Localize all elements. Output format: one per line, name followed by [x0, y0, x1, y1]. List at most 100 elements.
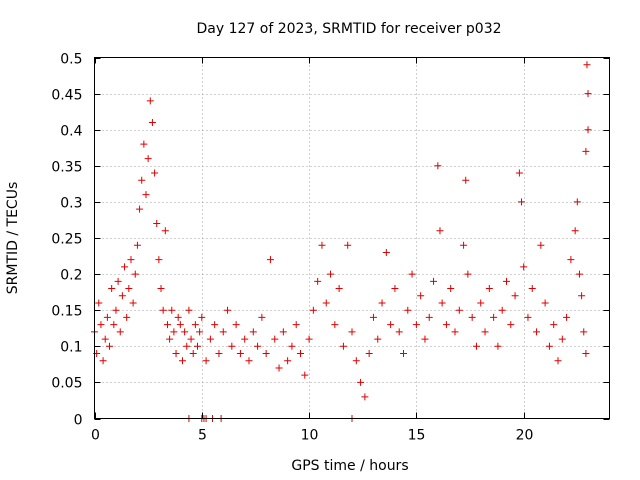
data-point — [309, 306, 317, 314]
data-point — [515, 169, 523, 177]
y-tick-label: 0 — [74, 413, 83, 429]
data-point — [524, 313, 532, 321]
data-point — [159, 306, 167, 314]
data-point — [196, 328, 204, 336]
chart-title: Day 127 of 2023, SRMTID for receiver p03… — [196, 21, 501, 37]
data-point — [430, 277, 438, 285]
x-tick-label: 15 — [408, 428, 426, 444]
data-point — [442, 321, 450, 329]
data-point — [339, 342, 347, 350]
data-point — [127, 256, 135, 264]
data-point — [425, 313, 433, 321]
data-point — [361, 393, 369, 401]
data-point — [404, 306, 412, 314]
data-point — [436, 227, 444, 235]
data-point — [584, 90, 592, 98]
data-point — [554, 357, 562, 365]
y-tick-label: 0.35 — [51, 160, 82, 176]
data-point — [528, 285, 536, 293]
data-point — [146, 97, 154, 105]
data-point — [573, 198, 581, 206]
data-point — [395, 328, 403, 336]
data-point — [101, 335, 109, 343]
y-tick-label: 0.1 — [60, 340, 82, 356]
data-point — [387, 321, 395, 329]
data-point — [460, 241, 468, 249]
data-point — [161, 227, 169, 235]
data-point — [245, 357, 253, 365]
data-point — [142, 191, 150, 199]
data-point — [584, 126, 592, 134]
data-point — [125, 285, 133, 293]
data-point — [219, 328, 227, 336]
data-point — [95, 299, 103, 307]
data-point — [172, 350, 180, 358]
grid — [94, 57, 610, 419]
data-point — [187, 335, 195, 343]
data-point — [153, 220, 161, 228]
data-point — [129, 299, 137, 307]
data-point — [583, 61, 591, 69]
data-point — [464, 270, 472, 278]
y-tick-label: 0.25 — [51, 232, 82, 248]
data-point — [582, 350, 590, 358]
data-point — [344, 241, 352, 249]
data-point — [121, 263, 129, 271]
data-point — [541, 299, 549, 307]
data-point — [103, 313, 111, 321]
data-point — [575, 270, 583, 278]
data-point — [503, 277, 510, 285]
data-point — [378, 299, 386, 307]
data-point — [108, 285, 116, 293]
data-point — [352, 357, 360, 365]
data-point — [550, 321, 558, 329]
data-point — [249, 328, 257, 336]
data-point — [374, 335, 382, 343]
data-point — [292, 321, 300, 329]
data-point — [215, 350, 223, 358]
data-point — [582, 147, 590, 155]
data-point — [206, 335, 214, 343]
data-point — [408, 270, 416, 278]
data-point — [176, 321, 184, 329]
data-point — [348, 328, 356, 336]
data-point — [537, 241, 545, 249]
data-point — [511, 292, 519, 300]
data-point — [131, 270, 139, 278]
data-point — [157, 285, 165, 293]
data-point — [284, 357, 292, 365]
data-point — [183, 342, 191, 350]
y-tick-label: 0.15 — [51, 304, 82, 320]
data-point — [369, 313, 377, 321]
data-point — [181, 328, 189, 336]
data-point — [116, 328, 124, 336]
data-point — [211, 321, 219, 329]
data-point — [578, 292, 586, 300]
data-point — [110, 321, 118, 329]
data-point — [144, 155, 152, 163]
data-point — [236, 350, 244, 358]
data-point — [112, 306, 120, 314]
data-point — [327, 270, 335, 278]
data-point — [191, 321, 199, 329]
x-tick-label: 20 — [516, 428, 534, 444]
data-point — [168, 306, 176, 314]
data-point — [462, 176, 470, 184]
data-point — [520, 263, 528, 271]
x-tick-label: 5 — [198, 428, 207, 444]
data-point — [335, 285, 343, 293]
y-tick-label: 0.2 — [60, 268, 82, 284]
data-point — [138, 176, 146, 184]
data-point — [507, 321, 515, 329]
data-point — [185, 306, 193, 314]
data-point — [434, 162, 442, 170]
data-point — [166, 335, 174, 343]
y-tick-label: 0.45 — [51, 88, 82, 104]
data-point — [133, 241, 141, 249]
data-point — [178, 357, 186, 365]
data-point — [447, 285, 455, 293]
data-point — [174, 313, 182, 321]
data-point — [228, 342, 236, 350]
data-point — [163, 321, 171, 329]
data-points — [91, 61, 592, 422]
